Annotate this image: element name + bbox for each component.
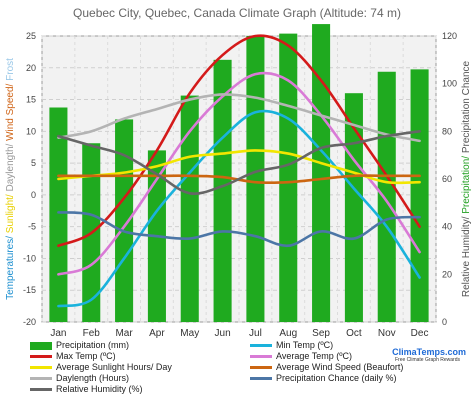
- y-right-tick-label: 120: [442, 31, 457, 41]
- legend-label: Daylength (Hours): [56, 373, 130, 383]
- y-axis-label-left-part: Daylength/: [5, 141, 16, 192]
- legend-item: Average Temp (ºC): [250, 351, 352, 361]
- x-tick-label: Nov: [378, 328, 396, 339]
- precipitation-bar: [312, 24, 331, 322]
- x-tick-label: Aug: [279, 328, 297, 339]
- legend-item: Precipitation (mm): [30, 340, 129, 350]
- legend-item: Average Wind Speed (Beaufort): [250, 362, 403, 372]
- legend-swatch: [30, 355, 52, 359]
- legend-swatch: [30, 388, 52, 392]
- legend-label: Average Sunlight Hours/ Day: [56, 362, 172, 372]
- y-left-tick-label: 15: [26, 95, 36, 105]
- relative-humidity-line: [57, 130, 421, 196]
- legend-item: Relative Humidity (%): [30, 384, 143, 394]
- x-tick-label: Feb: [83, 328, 101, 339]
- y-axis-label-left-part: Frost: [5, 58, 16, 81]
- x-tick-label: Jul: [249, 328, 262, 339]
- y-left-tick-label: 25: [26, 31, 36, 41]
- legend-swatch: [250, 355, 272, 359]
- y-axis-label-right-part: Precipitation/: [461, 153, 472, 214]
- legend-label: Average Wind Speed (Beaufort): [276, 362, 404, 372]
- legend-item: Min Temp (ºC): [250, 340, 333, 350]
- legend-label: Precipitation (mm): [56, 340, 130, 350]
- precipitation-bar: [410, 69, 429, 322]
- legend-swatch: [30, 366, 52, 370]
- legend-label: Precipitation Chance (daily %): [276, 373, 397, 383]
- y-axis-label-right: Relative Humidity/ Precipitation/ Precip…: [461, 60, 472, 297]
- precipitation-bar: [115, 119, 134, 323]
- y-right-tick-label: 60: [442, 174, 452, 184]
- y-axis-label-right-part: Precipitation Chance: [461, 60, 472, 153]
- y-left-tick-label: 20: [26, 63, 36, 73]
- precipitation-bar: [344, 93, 363, 322]
- y-axis-label-left-part: Sunlight/: [5, 192, 16, 234]
- precipitation-bar: [180, 95, 199, 322]
- chart-title: Quebec City, Quebec, Canada Climate Grap…: [73, 6, 401, 20]
- legend: Precipitation (mm) Min Temp (ºC) Max Temp …: [30, 340, 470, 400]
- y-right-tick-label: 40: [442, 222, 452, 232]
- y-axis-label-left: Temperatures/ Sunlight/ Daylength/ Wind …: [5, 58, 16, 300]
- y-left-tick-label: 5: [31, 158, 36, 168]
- precipitation-bar: [246, 36, 265, 322]
- x-tick-label: May: [180, 328, 199, 339]
- legend-item: Daylength (Hours): [30, 373, 129, 383]
- x-tick-label: Jan: [50, 328, 66, 339]
- precipitation-bar: [49, 107, 68, 322]
- brand-logo-text[interactable]: ClimaTemps.com: [392, 347, 466, 357]
- legend-swatch: [250, 344, 272, 348]
- y-axis-label-left-part: Wind Speed/: [5, 81, 16, 141]
- x-tick-label: Oct: [346, 328, 362, 339]
- daylength-hours-line: [57, 93, 421, 143]
- y-right-tick-label: 80: [442, 126, 452, 136]
- legend-swatch: [250, 377, 272, 381]
- x-tick-label: Sep: [312, 328, 330, 339]
- legend-label: Relative Humidity (%): [56, 384, 143, 394]
- y-left-tick-label: -15: [23, 285, 36, 295]
- brand-tagline: Free Climate Graph Rewards: [394, 357, 460, 363]
- y-right-tick-label: 20: [442, 269, 452, 279]
- legend-label: Min Temp (ºC): [276, 340, 334, 350]
- y-axis-label-right-part: Relative Humidity/: [461, 214, 472, 297]
- precipitation-chance-daily-line: [57, 211, 421, 248]
- legend-label: Average Temp (ºC): [276, 351, 352, 361]
- y-left-tick-label: 0: [31, 190, 36, 200]
- y-axis-label-left-part: Temperatures/: [5, 233, 16, 300]
- y-left-tick-label: -5: [28, 222, 36, 232]
- x-tick-label: Mar: [115, 328, 133, 339]
- precipitation-bar: [377, 71, 396, 322]
- y-left-tick-label: -20: [23, 317, 36, 327]
- y-left-tick-label: -10: [23, 253, 36, 263]
- x-tick-label: Apr: [149, 328, 165, 339]
- legend-label: Max Temp (ºC): [56, 351, 116, 361]
- precipitation-bar: [213, 59, 232, 322]
- average-sunlight-hours-day-line: [57, 149, 421, 185]
- x-tick-label: Dec: [411, 328, 429, 339]
- y-right-tick-label: 100: [442, 79, 457, 89]
- legend-item: Max Temp (ºC): [30, 351, 116, 361]
- legend-item: Average Sunlight Hours/ Day: [30, 362, 172, 372]
- legend-item: Precipitation Chance (daily %): [250, 373, 397, 383]
- x-tick-label: Jun: [215, 328, 231, 339]
- legend-swatch: [30, 341, 52, 350]
- y-left-tick-label: 10: [26, 126, 36, 136]
- legend-swatch: [30, 377, 52, 381]
- legend-swatch: [250, 366, 272, 370]
- min-temp-c-line: [57, 109, 421, 308]
- max-temp-c-line: [57, 34, 421, 248]
- y-right-tick-label: 0: [442, 317, 447, 327]
